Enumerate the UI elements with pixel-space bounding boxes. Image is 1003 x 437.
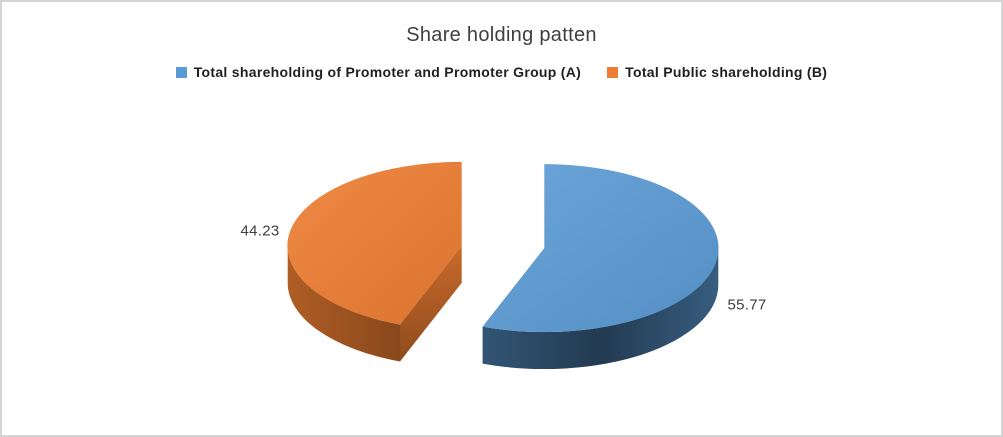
pie-slice-promoter-group[interactable] (482, 164, 719, 370)
chart-legend: Total shareholding of Promoter and Promo… (2, 64, 1001, 80)
chart-title: Share holding patten (406, 24, 597, 46)
data-label-public: 44.23 (240, 222, 280, 240)
pie-slice-public[interactable] (287, 161, 462, 362)
pie-slice-promoter-group-rim (482, 248, 719, 370)
legend-marker-promoter-group (175, 66, 187, 78)
legend-label-public: Total Public shareholding (B) (625, 64, 828, 80)
data-label-promoter-group: 55.77 (727, 296, 767, 314)
pie-slice-public-rim (287, 245, 400, 362)
pie-slice-public-cut-wall (400, 245, 462, 362)
legend-item-public[interactable]: Total Public shareholding (B) (607, 64, 827, 80)
legend-item-promoter-group[interactable]: Total shareholding of Promoter and Promo… (175, 64, 582, 80)
pie-slice-public-top (287, 161, 462, 325)
legend-label-promoter-group: Total shareholding of Promoter and Promo… (193, 64, 582, 80)
legend-marker-public (607, 66, 619, 78)
pie-slice-promoter-group-top (482, 164, 719, 333)
